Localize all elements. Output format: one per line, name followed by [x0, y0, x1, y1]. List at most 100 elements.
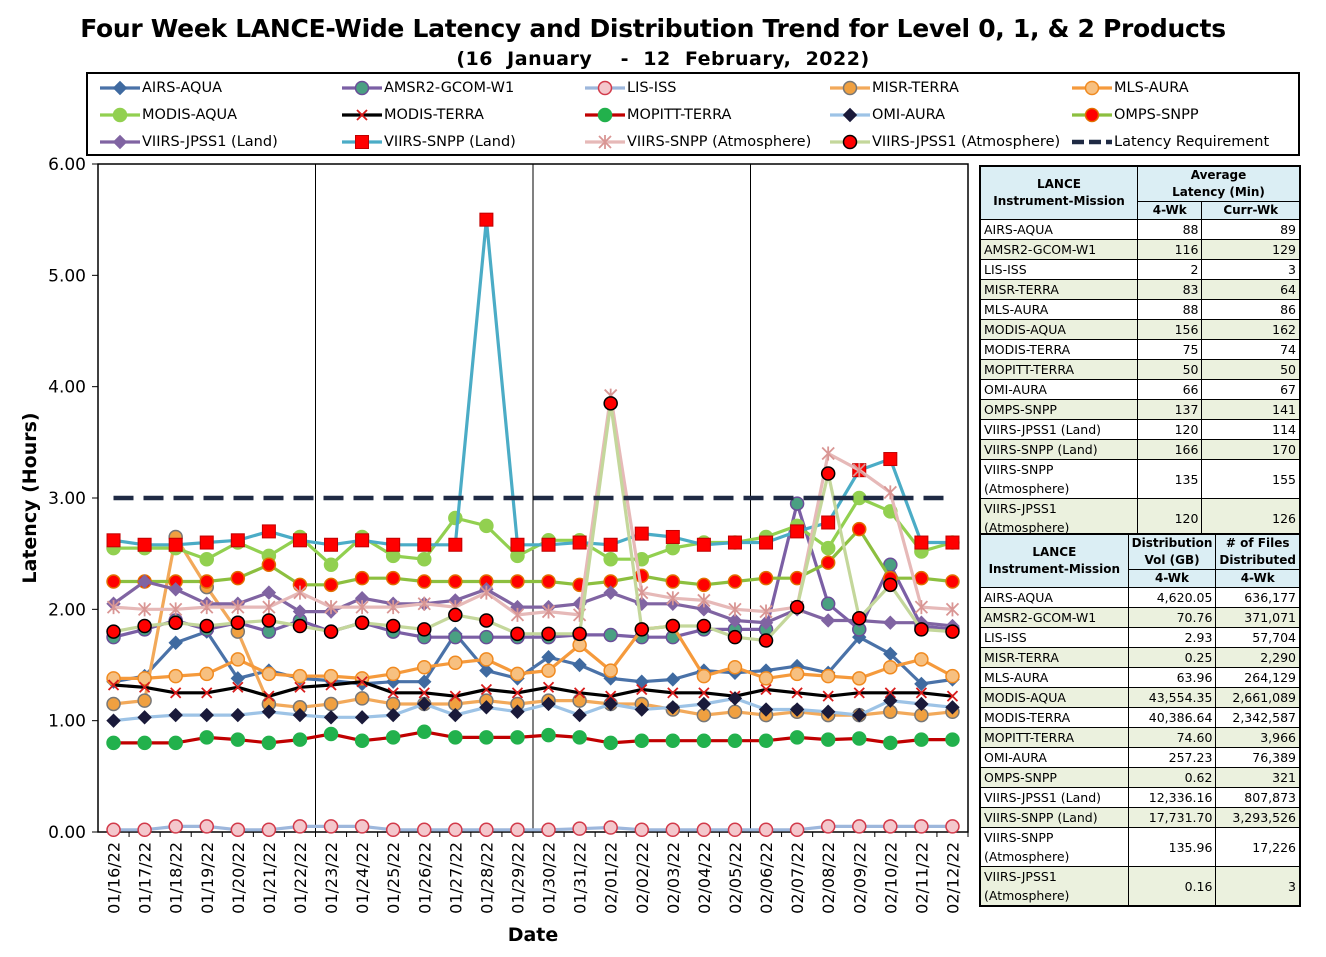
data-point: [510, 704, 525, 719]
legend-swatch: [100, 134, 140, 150]
instrument-mission-cell: MODIS-AQUA: [979, 687, 1129, 708]
x-tick-label: 01/26/22: [415, 842, 434, 914]
data-point: [230, 533, 245, 548]
x-tick-label: 01/17/22: [136, 842, 155, 914]
data-point: [354, 819, 370, 834]
data-point: [417, 622, 432, 637]
data-point: [822, 690, 834, 702]
instrument-mission-cell: OMI-AURA: [979, 747, 1129, 768]
data-point: [137, 618, 152, 634]
data-point: [448, 655, 463, 671]
table-row: MODIS-TERRA 75 74: [979, 339, 1301, 360]
data-point: [386, 537, 401, 552]
data-point: [727, 535, 742, 550]
data-point: [852, 671, 867, 686]
x-tick-label: 02/04/22: [695, 842, 714, 914]
data-point: [727, 704, 743, 720]
legend-marker: [1084, 107, 1100, 123]
data-point: [665, 700, 681, 715]
data-point: [168, 635, 183, 650]
data-point: [292, 618, 308, 634]
value-cell: 116: [1136, 239, 1203, 260]
legend-label: MOPITT-TERRA: [627, 107, 732, 123]
legend-item-amsr2-gcom-w1: AMSR2-GCOM-W1: [340, 75, 514, 101]
chart-subtitle: (16 January - 12 February, 2022): [456, 48, 870, 70]
legend-marker: [597, 107, 613, 123]
x-tick-label: 02/07/22: [788, 842, 807, 914]
latency-header-instrument: LANCE Instrument-Mission: [979, 165, 1138, 220]
data-point: [759, 604, 773, 619]
table-row: OMI-AURA 257.23 76,389: [979, 747, 1301, 768]
value-cell: 170: [1201, 439, 1301, 460]
value-cell: 57,704: [1215, 627, 1301, 648]
value-cell: 0.16: [1127, 866, 1217, 907]
value-cell: 17,226: [1215, 827, 1301, 867]
instrument-mission-cell: MISR-TERRA: [979, 279, 1138, 300]
series-line: [113, 394, 953, 617]
series-omi-aura: [106, 691, 960, 728]
x-axis-title: Date: [508, 924, 559, 946]
data-point: [199, 535, 214, 550]
data-point: [230, 570, 246, 586]
data-point: [448, 537, 463, 552]
data-point: [727, 629, 743, 645]
latency-line-chart: 0.00 1.00 2.00 3.00 4.00 5.00 6.00 01/16/22 01/1…: [19, 155, 969, 946]
table-row: OMPS-SNPP 0.62 321: [979, 767, 1301, 788]
data-point: [758, 633, 774, 648]
distribution-table: LANCE Instrument-Mission Distribution Vol …: [979, 533, 1301, 907]
data-point: [665, 618, 681, 634]
data-point: [479, 663, 494, 678]
data-point: [292, 533, 307, 548]
instrument-mission-cell: MOPITT-TERRA: [979, 359, 1138, 380]
data-point: [945, 574, 960, 589]
table-row: LIS-ISS 2 3: [979, 259, 1301, 280]
data-point: [355, 533, 370, 548]
legend-marker: [112, 134, 128, 150]
data-point: [541, 537, 556, 552]
chart-legend: AIRS-AQUA AMSR2-GCOM-W1 LIS-ISS MISR-TERRA M…: [86, 72, 1300, 156]
value-cell: 64: [1201, 279, 1301, 300]
y-tick-label: 5.00: [48, 266, 86, 286]
legend-label: AIRS-AQUA: [142, 80, 222, 96]
data-point: [479, 822, 494, 838]
value-cell: 114: [1201, 419, 1301, 440]
value-cell: 63.96: [1127, 667, 1217, 688]
data-point: [231, 600, 245, 615]
data-point: [106, 533, 121, 548]
value-cell: 66: [1136, 379, 1203, 400]
data-point: [572, 730, 587, 745]
data-point: [696, 822, 712, 838]
y-tick-label: 3.00: [48, 489, 86, 509]
data-point: [541, 626, 556, 642]
data-point: [852, 707, 867, 723]
x-tick-label: 01/27/22: [446, 842, 465, 914]
data-point: [572, 535, 587, 550]
data-point: [572, 821, 587, 836]
data-point: [789, 730, 805, 745]
table-row: AMSR2-GCOM-W1 116 129: [979, 239, 1301, 260]
data-point: [294, 681, 306, 693]
data-point: [541, 727, 556, 743]
instrument-mission-cell: MODIS-TERRA: [979, 339, 1138, 360]
legend-marker: [355, 135, 369, 149]
data-point: [634, 733, 649, 748]
data-point: [417, 596, 431, 611]
data-point: [261, 704, 277, 719]
series-line: [113, 624, 954, 681]
instrument-mission-cell: VIIRS-JPSS1 (Land): [979, 419, 1138, 440]
value-cell: 88: [1136, 299, 1203, 320]
legend-item-lis-iss: LIS-ISS: [583, 75, 676, 101]
instrument-mission-cell: MLS-AURA: [979, 299, 1138, 320]
data-point: [759, 535, 774, 550]
data-point: [201, 687, 213, 699]
data-point: [510, 822, 525, 838]
legend-label: LIS-ISS: [627, 80, 677, 96]
data-point: [200, 600, 214, 615]
data-point: [510, 666, 525, 682]
data-point: [665, 733, 681, 748]
legend-swatch: [1072, 80, 1112, 96]
data-point: [510, 607, 525, 622]
data-point: [354, 691, 370, 706]
instrument-mission-cell: VIIRS-JPSS1 (Atmosphere): [979, 866, 1129, 907]
data-point: [510, 730, 525, 745]
